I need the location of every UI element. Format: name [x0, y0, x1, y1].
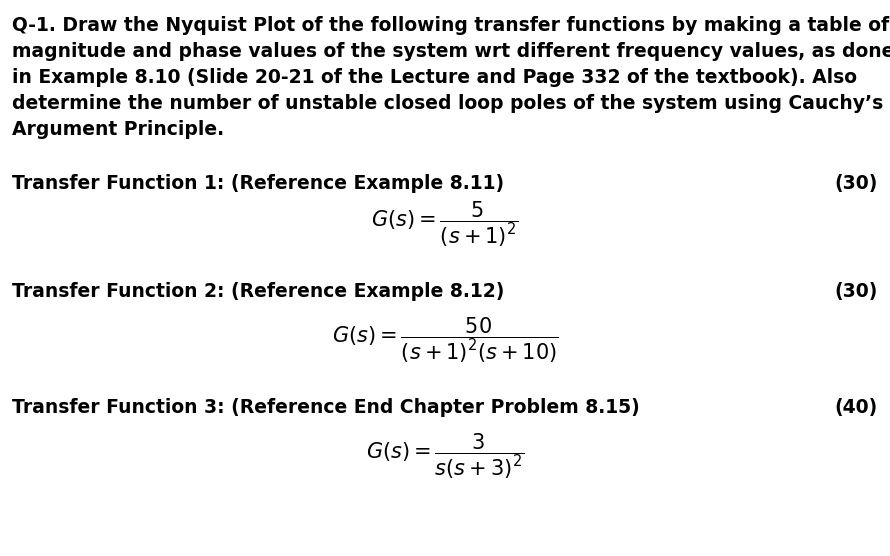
- Text: Transfer Function 1: (Reference Example 8.11): Transfer Function 1: (Reference Example …: [12, 174, 504, 193]
- Text: Argument Principle.: Argument Principle.: [12, 120, 224, 139]
- Text: $G(s) = \dfrac{50}{(s + 1)^2(s + 10)}$: $G(s) = \dfrac{50}{(s + 1)^2(s + 10)}$: [332, 315, 558, 365]
- Text: $G(s) = \dfrac{5}{(s + 1)^2}$: $G(s) = \dfrac{5}{(s + 1)^2}$: [371, 200, 519, 249]
- Text: determine the number of unstable closed loop poles of the system using Cauchy’s: determine the number of unstable closed …: [12, 94, 883, 113]
- Text: magnitude and phase values of the system wrt different frequency values, as done: magnitude and phase values of the system…: [12, 42, 890, 61]
- Text: (40): (40): [835, 398, 878, 417]
- Text: (30): (30): [835, 282, 878, 301]
- Text: in Example 8.10 (Slide 20-21 of the Lecture and Page 332 of the textbook). Also: in Example 8.10 (Slide 20-21 of the Lect…: [12, 68, 857, 87]
- Text: Q-1. Draw the Nyquist Plot of the following transfer functions by making a table: Q-1. Draw the Nyquist Plot of the follow…: [12, 16, 889, 35]
- Text: Transfer Function 2: (Reference Example 8.12): Transfer Function 2: (Reference Example …: [12, 282, 505, 301]
- Text: Transfer Function 3: (Reference End Chapter Problem 8.15): Transfer Function 3: (Reference End Chap…: [12, 398, 640, 417]
- Text: (30): (30): [835, 174, 878, 193]
- Text: $G(s) = \dfrac{3}{s(s + 3)^2}$: $G(s) = \dfrac{3}{s(s + 3)^2}$: [366, 431, 524, 480]
